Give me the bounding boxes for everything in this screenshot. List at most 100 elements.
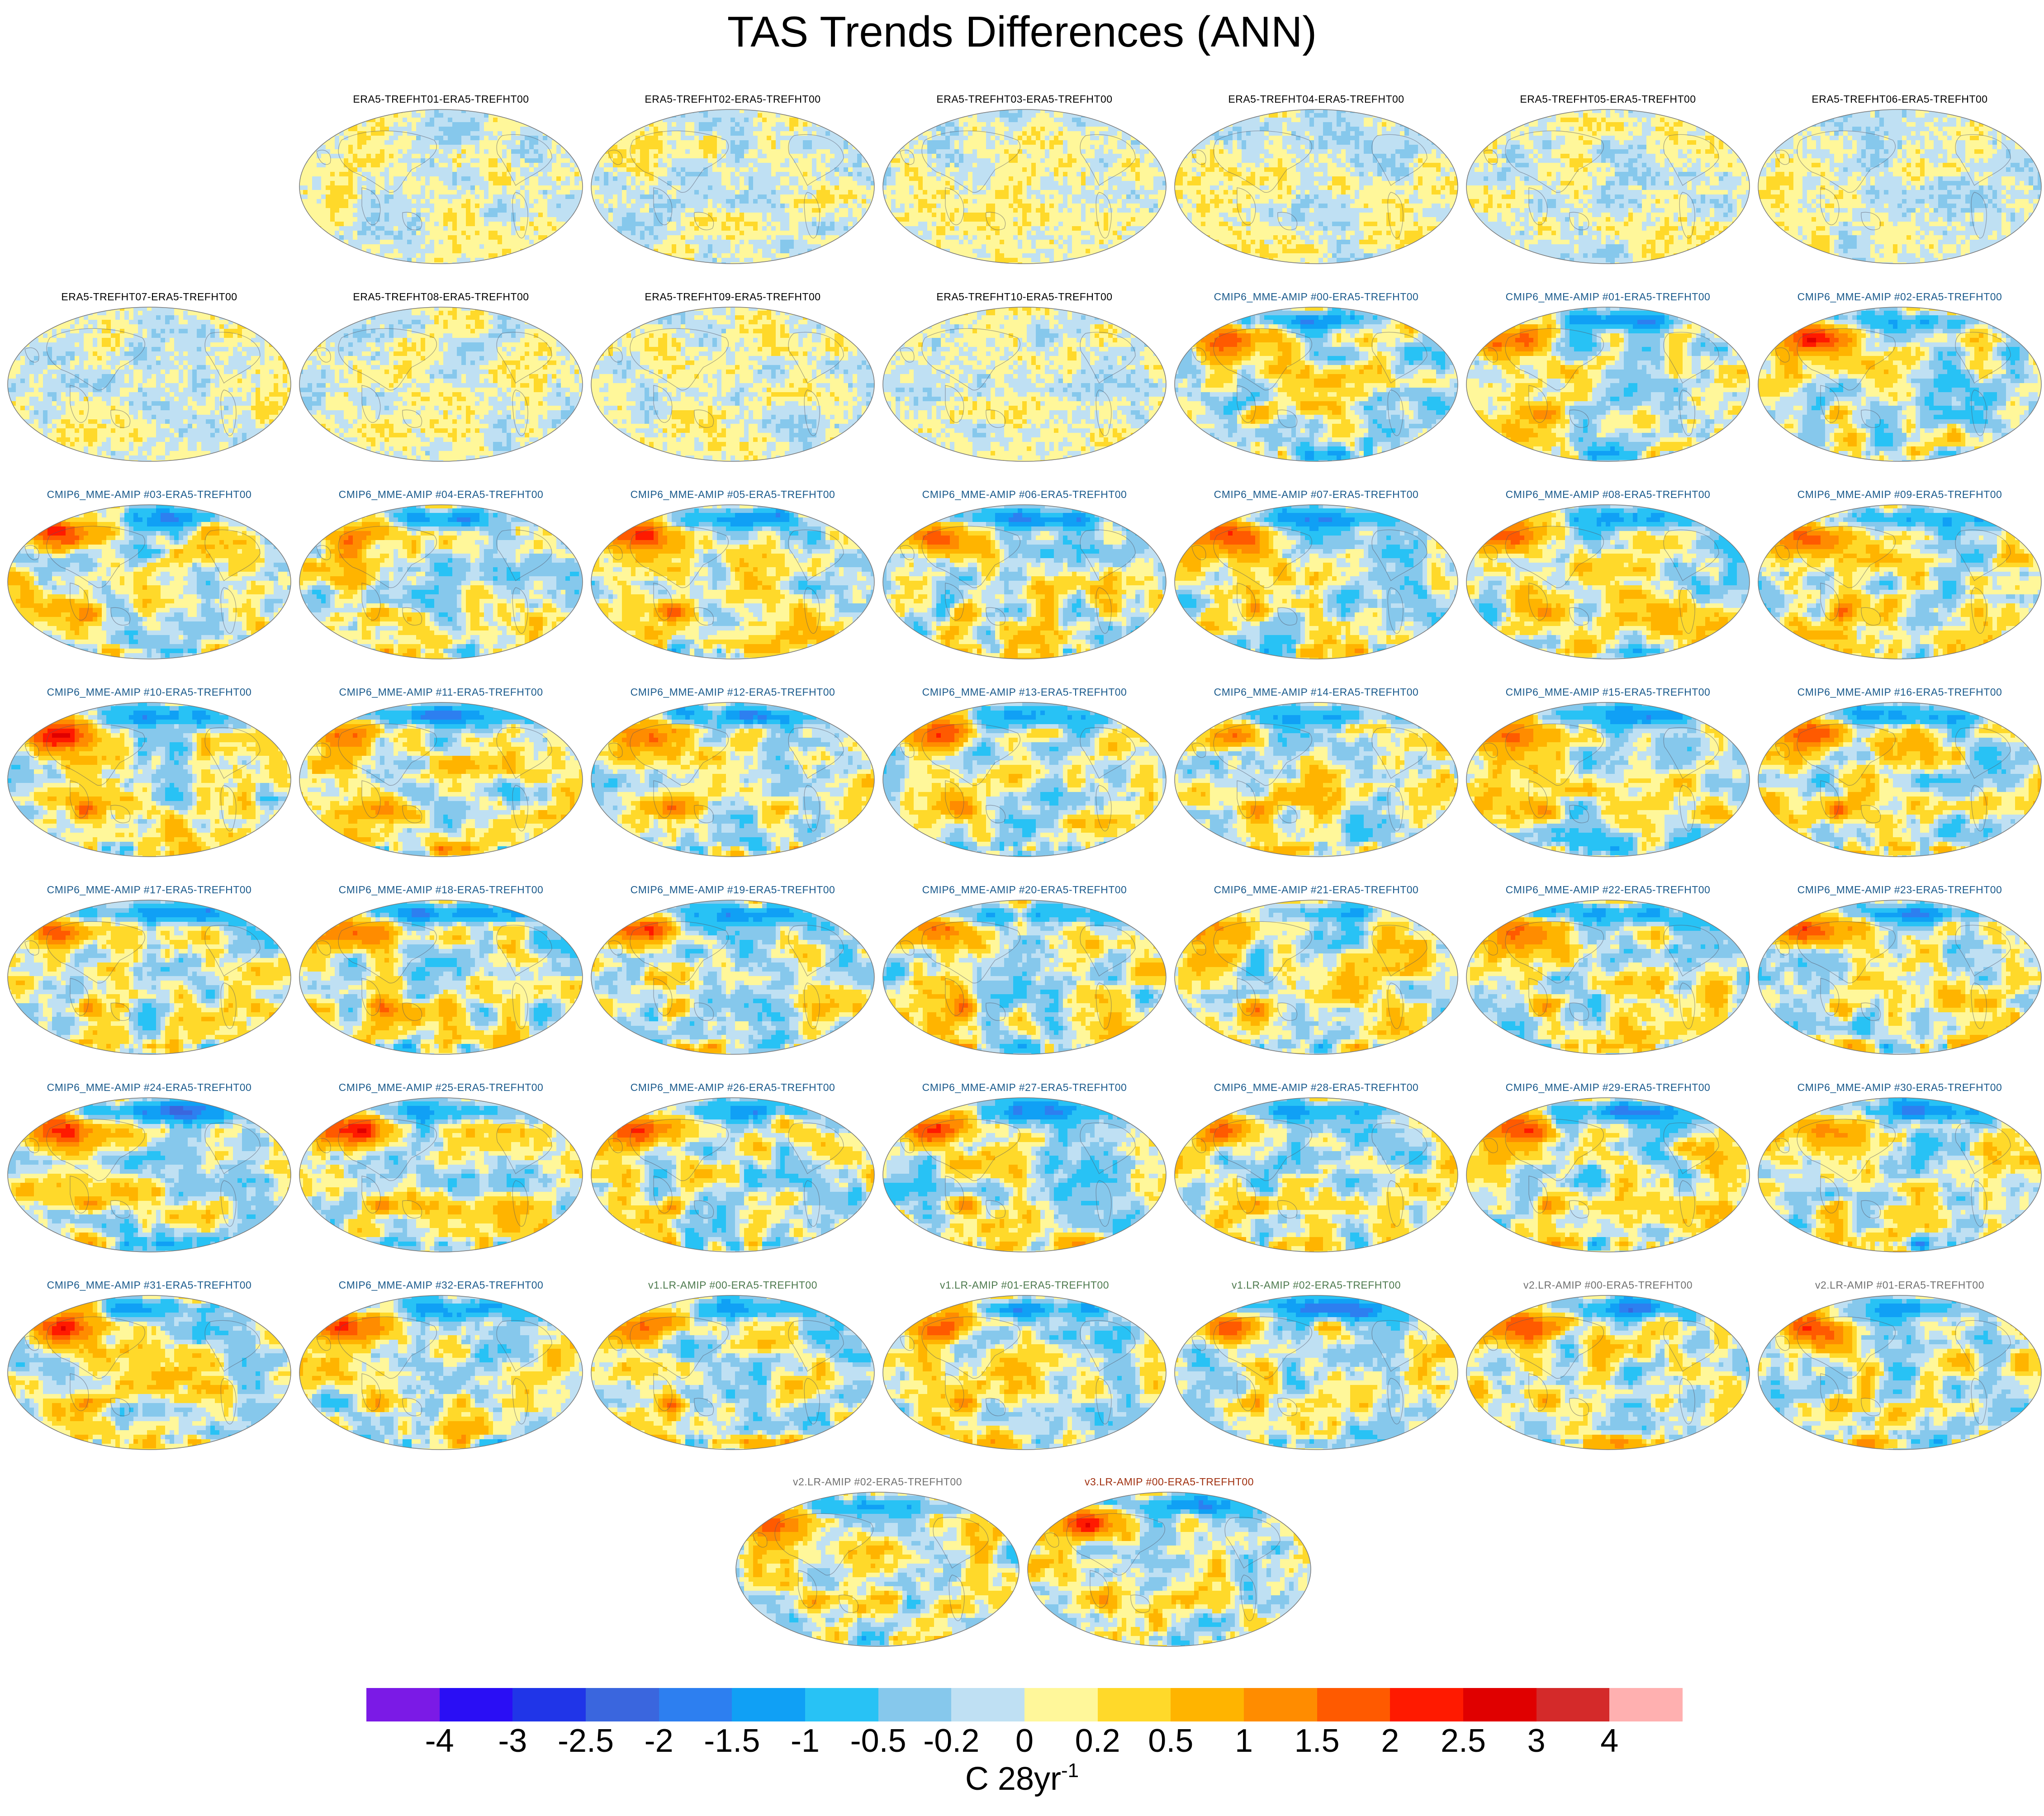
- coastline: [653, 780, 673, 818]
- panel-title: ERA5-TREFHT01-ERA5-TREFHT00: [299, 93, 583, 105]
- coastline: [1277, 1200, 1298, 1219]
- coastline: [653, 187, 673, 225]
- panel-title: CMIP6_MME-AMIP #12-ERA5-TREFHT00: [590, 686, 875, 698]
- coastline: [1861, 607, 1881, 626]
- coastline: [496, 1320, 552, 1372]
- coastline: [24, 545, 39, 560]
- coastline: [1663, 134, 1719, 186]
- coastline: [1080, 529, 1136, 581]
- coastline: [653, 385, 673, 423]
- map-panel: CMIP6_MME-AMIP #25-ERA5-TREFHT00: [299, 1080, 583, 1253]
- map-field: [8, 900, 291, 1054]
- coastline: [1090, 1570, 1109, 1608]
- coastline: [1775, 940, 1790, 956]
- map-panel: CMIP6_MME-AMIP #10-ERA5-TREFHT00: [7, 684, 292, 858]
- coastline: [1240, 1574, 1257, 1621]
- colorbar-tick-label: -2: [645, 1722, 673, 1759]
- map-field: [883, 702, 1166, 857]
- coastline: [608, 1336, 623, 1351]
- map-field: [8, 505, 291, 659]
- map-border: [1466, 504, 1750, 659]
- panel-title: CMIP6_MME-AMIP #06-ERA5-TREFHT00: [882, 488, 1167, 501]
- coastline: [921, 526, 1020, 588]
- coastline: [1971, 587, 1987, 634]
- colorbar-tick-label: 1.5: [1295, 1722, 1340, 1759]
- colorbar-swatch: [1171, 1688, 1244, 1721]
- coastline: [804, 1180, 820, 1227]
- coastline: [1528, 385, 1548, 423]
- panel-title: CMIP6_MME-AMIP #25-ERA5-TREFHT00: [299, 1081, 583, 1094]
- map-border: [299, 702, 583, 857]
- coastline: [316, 347, 331, 363]
- map-panel: CMIP6_MME-AMIP #14-ERA5-TREFHT00: [1174, 684, 1459, 858]
- coastline: [46, 1316, 145, 1379]
- map-svg: [1758, 1295, 2042, 1450]
- map-panel: ERA5-TREFHT04-ERA5-TREFHT00: [1174, 91, 1459, 265]
- coastline: [900, 545, 915, 560]
- map-border: [299, 504, 583, 659]
- coastline: [1080, 925, 1136, 977]
- coastline: [1820, 978, 1840, 1016]
- coastline: [630, 723, 729, 786]
- coastline: [1971, 389, 1987, 436]
- map-panel: v1.LR-AMIP #00-ERA5-TREFHT00: [590, 1277, 875, 1451]
- map-border: [1466, 1295, 1750, 1450]
- coastline: [496, 529, 552, 581]
- map-field: [299, 702, 583, 857]
- panel-title: CMIP6_MME-AMIP #24-ERA5-TREFHT00: [7, 1081, 292, 1094]
- map-svg: [1758, 702, 2042, 857]
- panel-title: CMIP6_MME-AMIP #09-ERA5-TREFHT00: [1757, 488, 2042, 501]
- coastline: [46, 526, 145, 588]
- coastline: [316, 743, 331, 758]
- colorbar-swatch: [1463, 1688, 1537, 1721]
- colorbar-swatch: [805, 1688, 878, 1721]
- colorbar-tick-label: 0: [1015, 1722, 1034, 1759]
- coastline: [948, 1574, 965, 1621]
- coastline: [1971, 192, 1987, 239]
- map-field: [299, 900, 583, 1054]
- map-svg: [299, 702, 583, 857]
- coastline: [496, 1122, 552, 1174]
- coastline: [630, 1316, 729, 1379]
- panel-title: CMIP6_MME-AMIP #21-ERA5-TREFHT00: [1174, 884, 1459, 896]
- map-svg: [299, 504, 583, 659]
- coastline: [512, 192, 528, 239]
- figure-title: TAS Trends Differences (ANN): [0, 7, 2044, 57]
- map-field: [1175, 109, 1458, 264]
- map-field: [299, 307, 583, 461]
- panel-title: v2.LR-AMIP #02-ERA5-TREFHT00: [735, 1476, 1020, 1488]
- coastline: [1679, 982, 1695, 1029]
- coastline: [921, 723, 1020, 786]
- coastline: [1213, 723, 1312, 786]
- panel-title: CMIP6_MME-AMIP #02-ERA5-TREFHT00: [1757, 291, 2042, 303]
- coastline: [1528, 978, 1548, 1016]
- map-svg: [1174, 900, 1458, 1055]
- coastline: [1505, 1316, 1604, 1379]
- map-panel: ERA5-TREFHT01-ERA5-TREFHT00: [299, 91, 583, 265]
- coastline: [986, 409, 1006, 428]
- coastline: [1277, 805, 1298, 823]
- map-panel: CMIP6_MME-AMIP #23-ERA5-TREFHT00: [1757, 882, 2042, 1055]
- coastline: [608, 1138, 623, 1153]
- map-panel: CMIP6_MME-AMIP #19-ERA5-TREFHT00: [590, 882, 875, 1055]
- map-panel: CMIP6_MME-AMIP #24-ERA5-TREFHT00: [7, 1080, 292, 1253]
- coastline: [220, 587, 237, 634]
- panel-title: ERA5-TREFHT02-ERA5-TREFHT00: [590, 93, 875, 105]
- map-svg: [591, 504, 875, 659]
- coastline: [338, 526, 437, 588]
- map-svg: [7, 307, 291, 462]
- coastline: [945, 583, 964, 621]
- coastline: [316, 545, 331, 560]
- map-panel: v2.LR-AMIP #02-ERA5-TREFHT00: [735, 1474, 1020, 1647]
- panel-title: CMIP6_MME-AMIP #04-ERA5-TREFHT00: [299, 488, 583, 501]
- map-field: [591, 900, 874, 1054]
- map-panel: CMIP6_MME-AMIP #02-ERA5-TREFHT00: [1757, 289, 2042, 462]
- panel-title: ERA5-TREFHT04-ERA5-TREFHT00: [1174, 93, 1459, 105]
- panel-title: CMIP6_MME-AMIP #28-ERA5-TREFHT00: [1174, 1081, 1459, 1094]
- coastline: [774, 1513, 873, 1576]
- map-svg: [882, 1295, 1167, 1450]
- map-border: [1174, 900, 1458, 1055]
- coastline: [1483, 347, 1498, 363]
- colorbar-swatch: [1317, 1688, 1390, 1721]
- map-border: [1758, 307, 2042, 462]
